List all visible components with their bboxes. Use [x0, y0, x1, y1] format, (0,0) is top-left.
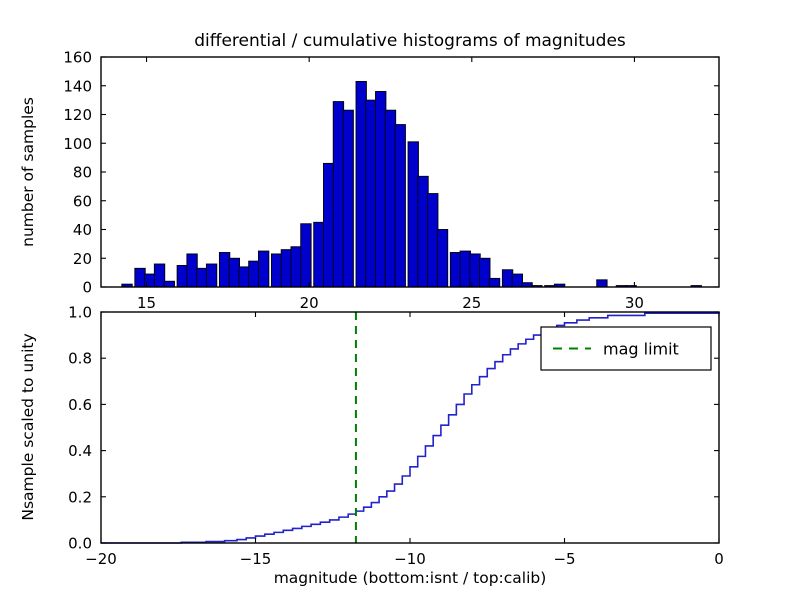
legend-mag-limit-label: mag limit [603, 340, 679, 359]
histogram-bar [332, 101, 345, 288]
top-y-ticklabel: 140 [63, 77, 92, 95]
bottom-y-ticklabel: 0.0 [68, 535, 92, 553]
histogram-bar [436, 229, 449, 288]
figure-title: differential / cumulative histograms of … [194, 31, 626, 51]
histogram-bar [238, 266, 250, 288]
bottom-y-ticklabel: 0.2 [68, 488, 92, 506]
histogram-bar [248, 260, 260, 288]
bottom-x-ticklabel: −5 [553, 550, 575, 568]
histogram-bar [323, 162, 335, 288]
histogram-bar [375, 91, 387, 288]
legend: mag limit [540, 326, 712, 371]
histogram-bar [218, 252, 231, 288]
histogram-bar [163, 280, 175, 288]
histogram-bar [427, 193, 439, 288]
top-x-ticklabel: 25 [462, 294, 481, 312]
histogram-bar [384, 109, 397, 288]
histogram-bar [186, 253, 198, 288]
top-axes-differential-histogram: 0 20 40 60 80 100 120 140 160 15 20 25 30 [63, 49, 720, 312]
histogram-bar [342, 109, 354, 288]
bottom-y-ticklabel: 0.6 [68, 396, 92, 414]
histogram-bar [257, 250, 270, 288]
bottom-x-ticklabel: −15 [240, 550, 272, 568]
histogram-bar [313, 221, 325, 288]
bottom-y-ticklabel: 0.8 [68, 350, 92, 368]
histogram-bar [196, 267, 208, 288]
histogram-bar [407, 141, 419, 288]
histogram-bar [300, 223, 312, 288]
top-y-ticklabel: 20 [73, 250, 92, 268]
histogram-bar [228, 257, 241, 288]
top-y-ticklabel: 40 [73, 221, 92, 239]
histogram-bar [270, 253, 283, 288]
histogram-bar [417, 175, 429, 288]
top-y-ticklabel: 120 [63, 106, 92, 124]
top-x-ticklabel: 15 [137, 294, 156, 312]
histogram-bar [449, 252, 462, 288]
bottom-y-axis-label: Nsample scaled to unity [19, 333, 37, 520]
histogram-bar [153, 263, 166, 288]
top-y-axis-label: number of samples [19, 97, 37, 247]
x-axis-label: magnitude (bottom:isnt / top:calib) [274, 569, 547, 587]
top-x-ticklabel: 30 [625, 294, 644, 312]
histogram-bar [488, 277, 501, 288]
histogram-bar [479, 257, 491, 288]
top-y-ticklabel: 160 [63, 49, 92, 67]
histogram-bar [176, 264, 188, 288]
bottom-x-ticklabel: −20 [85, 550, 117, 568]
bottom-x-ticklabel: −10 [394, 550, 426, 568]
histogram-bar [355, 80, 367, 288]
top-y-ticklabel: 100 [63, 135, 92, 153]
bottom-x-ticklabel: 0 [714, 550, 724, 568]
histogram-bar [501, 269, 514, 288]
top-x-ticklabel: 20 [300, 294, 319, 312]
histogram-bar [134, 267, 146, 288]
top-y-ticklabel: 60 [73, 192, 92, 210]
histogram-bar [394, 124, 406, 288]
histogram-bar [459, 250, 471, 288]
histogram-bar [205, 263, 218, 288]
histogram-bar [290, 246, 302, 288]
bottom-y-ticklabel: 1.0 [68, 304, 92, 322]
histogram-bar [365, 99, 377, 288]
bottom-axes-cumulative-histogram: 0.0 0.2 0.4 0.6 0.8 1.0 −20 −15 −10 −5 0 mag limit [68, 304, 724, 569]
top-y-ticklabel: 0 [82, 279, 92, 297]
histogram-bar [596, 279, 608, 288]
bottom-y-ticklabel: 0.4 [68, 442, 92, 460]
histogram-bar [511, 273, 523, 288]
top-y-ticklabel: 80 [73, 164, 92, 182]
histogram-bar [280, 249, 293, 288]
